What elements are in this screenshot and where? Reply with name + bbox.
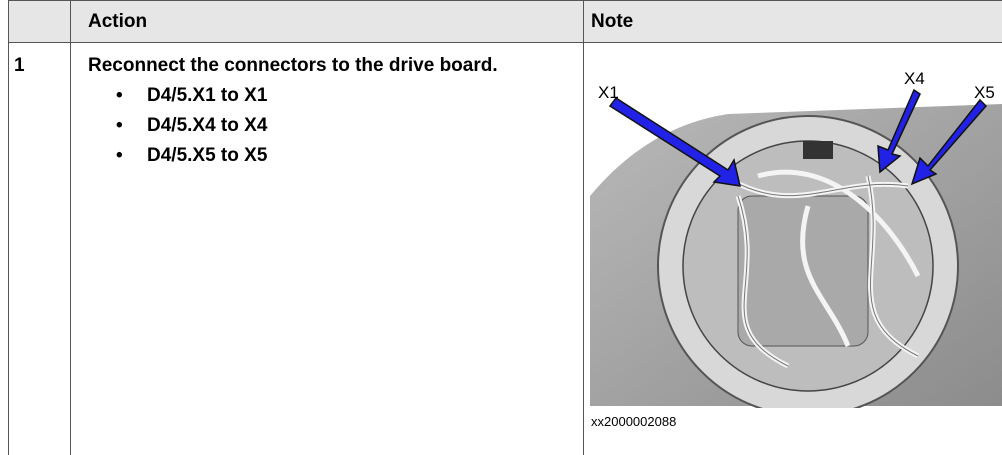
bullet-dot: • — [116, 145, 123, 166]
border — [8, 42, 1002, 43]
bullet-text: D4/5.X5 to X5 — [147, 145, 268, 166]
figure-caption: xx2000002088 — [591, 414, 677, 429]
figure-label: X5 — [974, 83, 995, 102]
border — [8, 0, 9, 455]
arrows — [608, 88, 988, 187]
step-number: 1 — [14, 55, 25, 76]
cable-outlines — [732, 175, 919, 367]
border — [583, 0, 584, 455]
figure: X1 X4 X5 — [590, 69, 1002, 408]
column-header: Action — [88, 11, 148, 32]
header-row — [8, 0, 1002, 42]
connector — [803, 141, 833, 159]
bullet-dot: • — [116, 115, 123, 136]
border — [70, 0, 71, 455]
bullet-text: D4/5.X1 to X1 — [147, 85, 268, 106]
figure-label: X4 — [904, 69, 925, 88]
figure-label: X1 — [598, 83, 619, 102]
border — [8, 0, 1002, 1]
action-text: Reconnect the connectors to the drive bo… — [88, 55, 498, 76]
column-header: Note — [591, 11, 634, 32]
bullet-dot: • — [116, 85, 123, 106]
bullet-text: D4/5.X4 to X4 — [147, 115, 268, 136]
